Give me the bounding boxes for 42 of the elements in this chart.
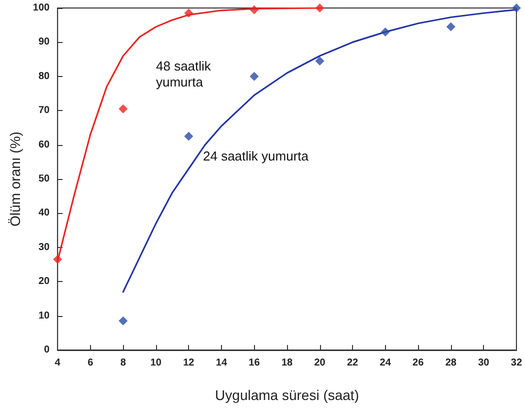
x-tick-label: 20 — [314, 358, 326, 368]
point — [250, 72, 259, 81]
x-tick-label: 32 — [510, 358, 522, 368]
y-tick-label: 40 — [38, 208, 50, 219]
x-tick-label: 8 — [120, 358, 126, 368]
y-tick-label: 70 — [38, 105, 50, 116]
point — [118, 104, 128, 114]
y-tick-label: 50 — [38, 174, 50, 184]
point — [315, 56, 324, 66]
x-tick-label: 10 — [150, 358, 162, 368]
point — [315, 4, 324, 12]
point — [446, 22, 456, 32]
y-tick-label: 90 — [38, 36, 50, 48]
y-tick-label: 10 — [38, 310, 50, 322]
point — [250, 5, 259, 14]
x-axis-title: Uygulama süresi (saat) — [215, 387, 359, 403]
annotation: 48 saatlik yumurta — [156, 58, 215, 90]
y-tick-label: 0 — [44, 344, 50, 356]
y-axis-title: Ölüm oranı (%) — [7, 132, 23, 226]
point — [118, 316, 128, 326]
x-tick-label: 16 — [248, 358, 260, 368]
x-tick-label: 12 — [183, 358, 195, 368]
point — [184, 132, 194, 141]
x-tick-label: 6 — [88, 358, 94, 368]
x-tick-label: 4 — [54, 358, 61, 368]
point — [512, 4, 521, 12]
point — [184, 8, 194, 18]
x-tick-label: 28 — [445, 358, 457, 368]
annotation: 24 saatlik yumurta — [203, 148, 310, 164]
x-tick-label: 14 — [216, 358, 228, 368]
x-tick-label: 18 — [281, 358, 294, 368]
y-tick-label: 60 — [38, 139, 50, 150]
x-tick-label: 26 — [412, 358, 424, 368]
y-tick-label: 80 — [38, 70, 50, 82]
y-tick-label: 30 — [38, 242, 50, 253]
x-tick-label: 22 — [347, 358, 359, 368]
x-tick-label: 30 — [478, 358, 490, 368]
y-tick-label: 100 — [32, 2, 50, 14]
x-tick-label: 24 — [380, 358, 392, 368]
point — [380, 27, 390, 36]
y-tick-label: 20 — [38, 276, 50, 288]
point — [53, 254, 62, 264]
